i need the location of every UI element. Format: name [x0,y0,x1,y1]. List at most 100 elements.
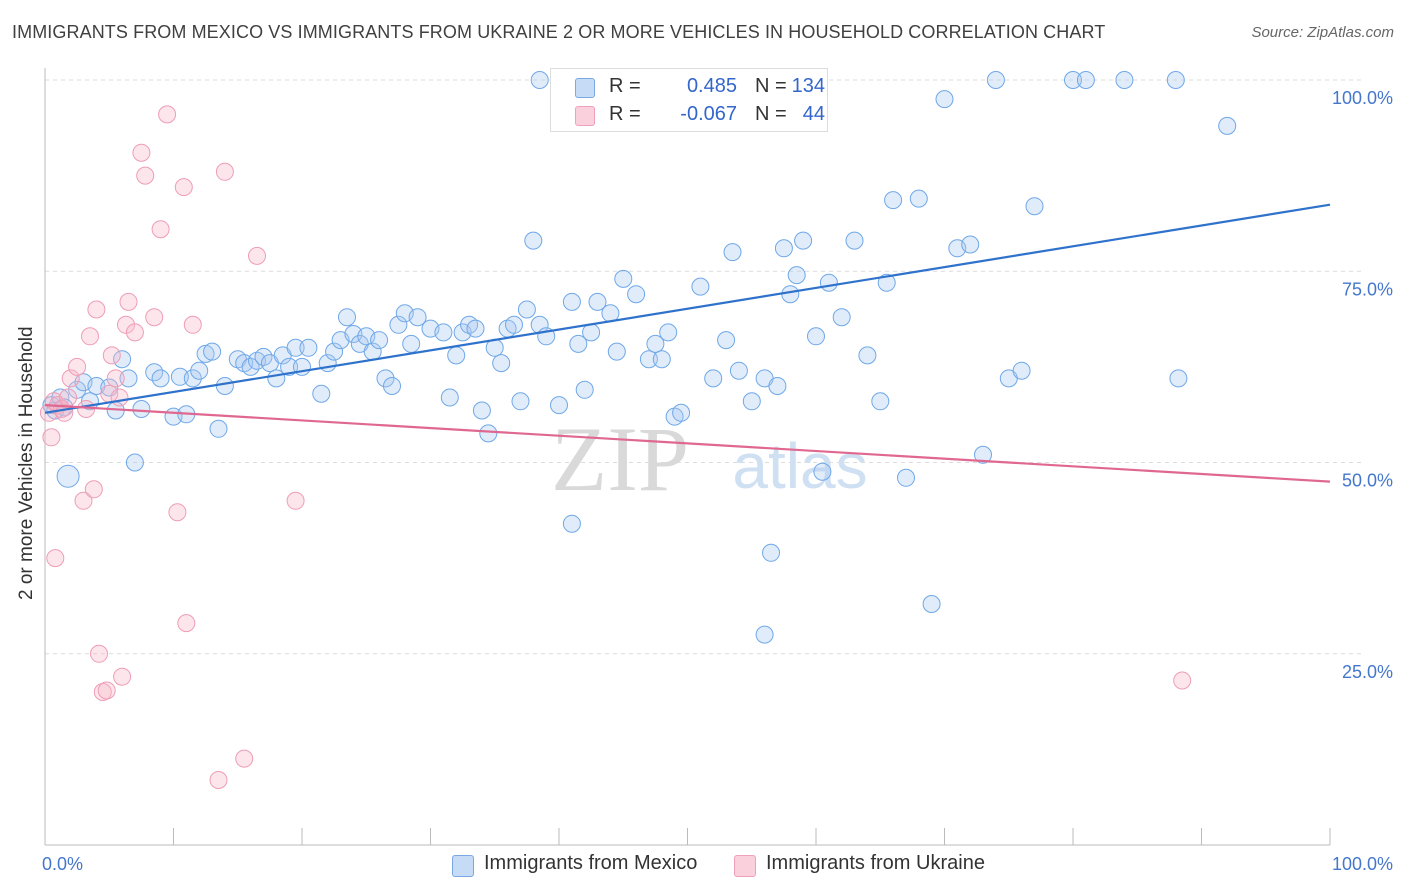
data-point [376,369,395,388]
legend-n-label: N = [755,75,787,97]
data-point [819,273,838,292]
data-point [511,392,530,411]
x-tick-label: 0.0% [42,854,83,874]
data-point [389,315,408,334]
y-tick-label: 50.0% [1342,471,1393,491]
data-point [125,453,144,472]
data-point [639,350,658,369]
data-point [235,749,254,768]
data-point [183,315,202,334]
data-point [922,595,941,613]
data-point [781,285,800,304]
data-point [877,273,896,292]
data-point [1115,71,1134,89]
data-point [582,323,601,342]
correlation-legend: R = 0.485 N = 134 R = -0.067 N = 44 [550,68,828,132]
data-point [742,392,761,411]
legend-swatch-mexico [575,78,595,98]
data-point [68,357,87,376]
data-point [113,667,132,686]
data-point [110,388,129,407]
data-point [56,464,80,488]
data-point [935,90,954,109]
data-point [61,369,80,388]
data-point [46,549,65,568]
data-point [74,491,93,510]
trendlines [44,203,1331,483]
data-point [813,462,832,481]
bottom-legend-swatch-ukraine [734,855,756,877]
tick-labels: 25.0% 50.0% 75.0% 100.0% 0.0% 100.0% [42,88,1393,874]
legend-r-label: R = [609,103,641,125]
data-point [909,189,928,208]
data-point [472,401,491,420]
legend-n-label: N = [755,103,787,125]
data-point [672,403,691,422]
data-point [102,346,121,365]
data-point [183,369,202,388]
data-point [588,292,607,311]
data-point [215,162,234,181]
bottom-legend-label-mexico: Immigrants from Mexico [484,852,698,874]
data-point [174,178,193,197]
data-point [177,614,196,633]
data-point [723,243,742,262]
data-point [170,367,189,386]
data-point [447,346,466,365]
legend-r-label: R = [609,75,641,97]
data-point [974,445,992,464]
data-point [280,357,299,376]
data-point [646,334,665,353]
data-point [986,71,1005,89]
legend-r-value: 0.485 [686,75,737,97]
legend-swatch-ukraine [575,106,595,126]
data-point [794,231,813,250]
data-point [119,292,138,311]
data-point [704,369,723,388]
data-point [659,323,678,342]
legend-r-value: -0.067 [680,103,737,125]
data-point [151,369,170,388]
data-point [871,392,890,411]
data-point [845,231,864,250]
data-point [1173,671,1192,690]
data-point [466,319,485,338]
y-axis-label: 2 or more Vehicles in Household [16,326,37,600]
data-point [68,380,87,399]
data-point [717,331,736,350]
data-point [113,350,132,369]
chart-title: IMMIGRANTS FROM MEXICO VS IMMIGRANTS FRO… [12,22,1106,42]
data-point [132,400,151,418]
data-point [1076,71,1095,89]
watermark-zip: ZIP [551,408,689,510]
data-point [1064,71,1082,89]
data-point [530,71,549,89]
data-point [203,342,222,361]
data-point [550,396,568,415]
legend-n-value: 134 [791,75,825,97]
bottom-legend-swatch-mexico [452,855,474,877]
data-point [158,105,177,124]
data-point [151,220,170,239]
data-point [1169,369,1188,388]
axes [44,68,1331,846]
data-point [607,342,626,361]
data-point [524,231,543,250]
data-point [1012,361,1031,380]
data-point [370,331,389,350]
data-point [1218,116,1237,135]
data-point [787,266,806,285]
data-point [125,323,144,342]
data-point [42,428,61,447]
data-point [1166,71,1185,89]
data-point [768,377,787,395]
data-point [84,480,103,499]
bottom-legend-label-ukraine: Immigrants from Ukraine [766,852,985,874]
data-point [562,292,581,311]
data-point [338,308,356,327]
data-point [215,377,234,395]
data-point [136,166,155,185]
data-point [190,361,209,380]
trendline-mexico [44,203,1331,414]
